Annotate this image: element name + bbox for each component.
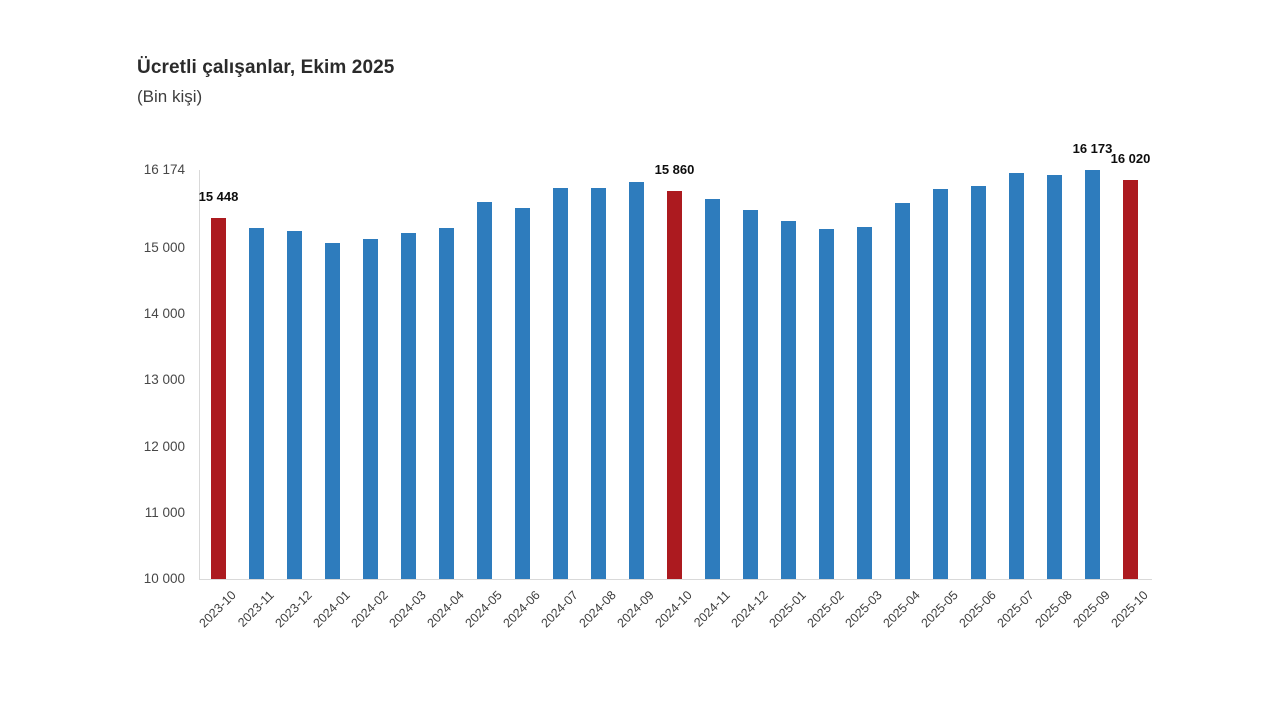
x-axis-tick-label-2025-10: 2025-10 xyxy=(1108,588,1151,631)
x-axis-tick-label-2024-03: 2024-03 xyxy=(386,588,429,631)
y-axis-tick-label: 14 000 xyxy=(143,306,185,322)
bar-2023-11[interactable] xyxy=(249,228,264,579)
bar-2024-10[interactable] xyxy=(667,191,682,579)
y-axis-tick-label: 12 000 xyxy=(143,438,185,454)
bar-2025-07[interactable] xyxy=(1009,173,1024,579)
chart-title: Ücretli çalışanlar, Ekim 2025 xyxy=(137,57,395,78)
bar-2024-07[interactable] xyxy=(553,187,568,579)
x-axis-tick-label-2024-05: 2024-05 xyxy=(462,588,505,631)
x-axis-tick-label-2024-09: 2024-09 xyxy=(614,588,657,631)
bar-2025-10[interactable] xyxy=(1123,180,1138,579)
bar-2023-10[interactable] xyxy=(211,218,226,579)
x-axis-tick-label-2025-03: 2025-03 xyxy=(842,588,885,631)
x-axis-tick-label-2025-08: 2025-08 xyxy=(1032,588,1075,631)
x-axis-tick-label-2024-06: 2024-06 xyxy=(500,588,543,631)
bar-2024-02[interactable] xyxy=(363,238,378,579)
x-axis-tick-label-2024-01: 2024-01 xyxy=(310,588,353,631)
bar-2024-09[interactable] xyxy=(629,182,644,579)
bar-value-label-2023-10: 15 448 xyxy=(198,189,239,205)
x-axis-tick-label-2024-12: 2024-12 xyxy=(728,588,771,631)
bar-2024-01[interactable] xyxy=(325,243,340,579)
bar-2024-04[interactable] xyxy=(439,228,454,579)
bar-2025-03[interactable] xyxy=(857,226,872,579)
bar-2024-06[interactable] xyxy=(515,207,530,579)
chart-subtitle: (Bin kişi) xyxy=(137,87,203,106)
bar-value-label-2025-10: 16 020 xyxy=(1110,151,1151,167)
y-axis-tick-label: 11 000 xyxy=(144,504,185,520)
x-axis-tick-label-2024-04: 2024-04 xyxy=(424,588,467,631)
x-axis-tick-label-2025-07: 2025-07 xyxy=(994,588,1037,631)
y-axis-tick-label: 10 000 xyxy=(143,571,185,586)
bar-value-label-2024-10: 15 860 xyxy=(654,162,695,178)
bar-2025-06[interactable] xyxy=(971,186,986,579)
x-axis-tick-label-2025-02: 2025-02 xyxy=(804,588,847,631)
bar-2025-01[interactable] xyxy=(781,220,796,579)
bar-2024-03[interactable] xyxy=(401,233,416,579)
x-axis-line xyxy=(199,579,1152,580)
x-axis-tick-label-2025-06: 2025-06 xyxy=(956,588,999,631)
y-axis-tick-label: 16 174 xyxy=(143,162,185,178)
x-axis-tick-label-2023-10: 2023-10 xyxy=(196,588,239,631)
bar-2025-08[interactable] xyxy=(1047,175,1062,579)
x-axis-tick-label-2025-09: 2025-09 xyxy=(1070,588,1113,631)
x-axis-tick-label-2024-11: 2024-11 xyxy=(690,588,733,630)
bar-2025-04[interactable] xyxy=(895,203,910,579)
bar-2024-11[interactable] xyxy=(705,199,720,579)
y-axis-tick-label: 15 000 xyxy=(143,240,185,255)
bar-2025-09[interactable] xyxy=(1085,170,1100,579)
bar-2025-02[interactable] xyxy=(819,228,834,579)
bar-2024-08[interactable] xyxy=(591,188,606,579)
bar-2024-05[interactable] xyxy=(477,202,492,579)
bar-2023-12[interactable] xyxy=(287,231,302,579)
x-axis-tick-label-2024-07: 2024-07 xyxy=(538,588,581,631)
y-axis-line xyxy=(199,170,200,580)
bar-2024-12[interactable] xyxy=(743,209,758,579)
x-axis-tick-label-2024-02: 2024-02 xyxy=(348,588,391,631)
bar-2025-05[interactable] xyxy=(933,189,948,579)
x-axis-tick-label-2025-01: 2025-01 xyxy=(766,588,809,631)
x-axis-tick-label-2025-05: 2025-05 xyxy=(918,588,961,631)
x-axis-tick-label-2025-04: 2025-04 xyxy=(880,588,923,631)
x-axis-tick-label-2023-11: 2023-11 xyxy=(234,588,277,630)
x-axis-tick-label-2024-08: 2024-08 xyxy=(576,588,619,631)
x-axis-tick-label-2024-10: 2024-10 xyxy=(652,588,695,631)
bar-value-label-2025-09: 16 173 xyxy=(1072,141,1113,157)
x-axis-tick-label-2023-12: 2023-12 xyxy=(272,588,315,631)
y-axis-tick-label: 13 000 xyxy=(143,372,185,388)
